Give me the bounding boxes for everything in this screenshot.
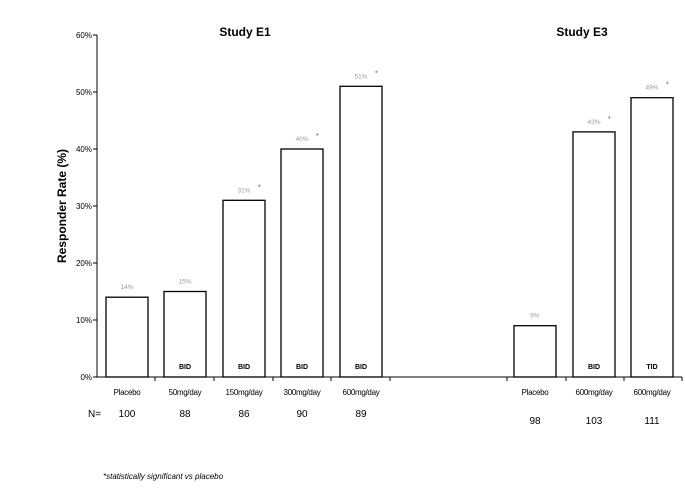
n-value: 100: [119, 409, 136, 420]
data-label: 31%: [237, 187, 250, 194]
dosing-label: BID: [296, 364, 308, 371]
category-label: 300mg/day: [284, 388, 321, 397]
n-value: 86: [238, 409, 250, 420]
data-label: 9%: [530, 313, 540, 320]
significance-asterisk: *: [608, 116, 611, 123]
y-tick-label: 60%: [76, 31, 92, 40]
dosing-label: BID: [355, 364, 367, 371]
category-label: 600mg/day: [576, 388, 613, 397]
category-label: 600mg/day: [634, 388, 671, 397]
bar: [222, 199, 266, 378]
significance-asterisk: *: [258, 184, 261, 191]
dosing-label: BID: [238, 364, 250, 371]
y-tick-label: 20%: [76, 259, 92, 268]
category-label: 600mg/day: [343, 388, 380, 397]
significance-asterisk: *: [666, 82, 669, 89]
y-tick-label: 40%: [76, 145, 92, 154]
n-value: 103: [586, 416, 603, 427]
y-tick-label: 50%: [76, 88, 92, 97]
data-label: 14%: [120, 284, 133, 291]
significance-asterisk: *: [316, 133, 319, 140]
bar: [513, 325, 557, 378]
y-tick-label: 30%: [76, 202, 92, 211]
chart-title-e1: Study E1: [219, 25, 271, 39]
data-label: 49%: [645, 85, 658, 92]
category-label: 50mg/day: [169, 388, 202, 397]
data-label: 43%: [587, 119, 600, 126]
y-axis-label: Responder Rate (%): [55, 149, 69, 263]
n-value: 89: [355, 409, 367, 420]
significance-asterisk: *: [375, 70, 378, 77]
category-label: Placebo: [114, 388, 142, 397]
n-label: N=: [88, 409, 101, 420]
n-value: 111: [644, 416, 660, 427]
chart-title-e3: Study E3: [556, 25, 608, 39]
dosing-label: TID: [646, 364, 657, 371]
bar: [339, 85, 383, 378]
data-label: 51%: [354, 73, 367, 80]
n-value: 90: [296, 409, 308, 420]
dosing-label: BID: [588, 364, 600, 371]
bar: [630, 97, 674, 378]
category-label: 150mg/day: [226, 388, 263, 397]
y-tick-label: 10%: [76, 316, 92, 325]
bar: [163, 290, 207, 378]
footnote: *statistically significant vs placebo: [103, 472, 224, 481]
n-value: 88: [179, 409, 191, 420]
n-value: 98: [529, 416, 541, 427]
y-tick-label: 0%: [80, 373, 92, 382]
bar: [280, 148, 324, 378]
category-label: Placebo: [522, 388, 550, 397]
data-label: 15%: [178, 279, 191, 286]
dosing-label: BID: [179, 364, 191, 371]
bar: [105, 296, 149, 378]
data-label: 40%: [295, 136, 308, 143]
bar: [572, 131, 616, 378]
